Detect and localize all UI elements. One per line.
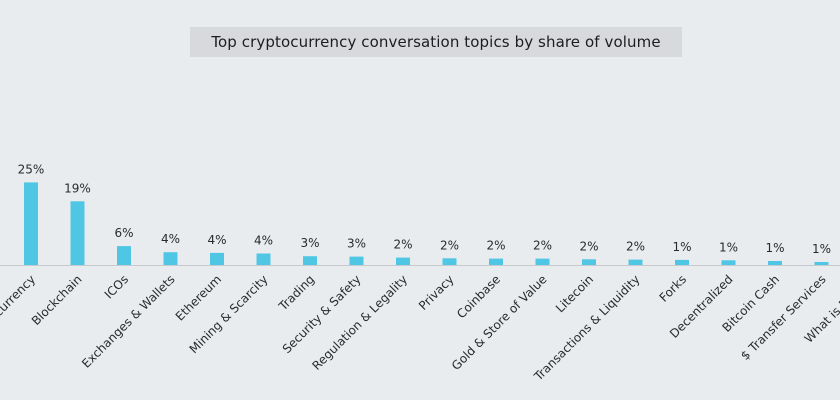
- value-label-10: 2%: [486, 239, 505, 253]
- value-labels-group: 25%19%6%4%4%4%3%3%2%2%2%2%2%2%1%1%1%1%1%: [18, 162, 831, 256]
- bar-14: [675, 259, 689, 265]
- category-label-0: Cryptocurrency: [0, 272, 38, 347]
- value-label-15: 1%: [719, 240, 738, 254]
- category-label-12: Litecoin: [553, 272, 596, 315]
- value-label-8: 2%: [393, 238, 412, 252]
- bar-2: [117, 246, 131, 265]
- category-label-7: Security & Safety: [280, 272, 364, 356]
- bar-13: [628, 259, 643, 265]
- value-label-9: 2%: [440, 238, 459, 252]
- category-label-1: Blockchain: [29, 272, 85, 328]
- bar-5: [256, 253, 271, 265]
- category-label-2: ICOs: [102, 272, 131, 301]
- value-label-11: 2%: [533, 239, 552, 253]
- category-label-6: Trading: [275, 272, 317, 314]
- value-label-4: 4%: [207, 233, 226, 247]
- category-label-9: Privacy: [416, 272, 457, 313]
- bar-0: [24, 182, 38, 265]
- value-label-13: 2%: [626, 240, 645, 254]
- value-label-5: 4%: [254, 234, 273, 248]
- value-label-14: 1%: [672, 240, 691, 254]
- category-label-11: Gold & Store of Value: [449, 272, 550, 373]
- category-label-5: Mining & Scarcity: [187, 272, 271, 356]
- value-label-16: 1%: [765, 241, 784, 255]
- value-label-17: 1%: [812, 242, 831, 256]
- bar-4: [210, 252, 224, 265]
- chart-title: Top cryptocurrency conversation topics b…: [211, 33, 661, 51]
- value-label-7: 3%: [347, 237, 366, 251]
- category-label-3: Exchanges & Wallets: [79, 272, 178, 371]
- bar-17: [814, 262, 829, 265]
- bar-3: [163, 252, 178, 265]
- value-label-3: 4%: [161, 232, 180, 246]
- value-label-1: 19%: [64, 181, 91, 195]
- value-label-12: 2%: [579, 239, 598, 253]
- category-label-10: Coinbase: [454, 272, 503, 321]
- category-label-14: Forks: [657, 272, 689, 304]
- bar-15: [721, 260, 736, 265]
- bar-9: [442, 258, 457, 265]
- bar-12: [582, 259, 596, 265]
- bar-6: [303, 256, 317, 265]
- category-label-17: $ Transfer Services: [738, 272, 829, 363]
- bar-11: [535, 258, 550, 265]
- bar-7: [349, 256, 364, 265]
- bars-group: [24, 182, 829, 265]
- category-label-8: Regulation & Legality: [309, 272, 410, 373]
- chart-title-box: Top cryptocurrency conversation topics b…: [190, 27, 682, 57]
- bar-1: [70, 201, 85, 265]
- value-label-6: 3%: [300, 236, 319, 250]
- bar-16: [768, 261, 782, 265]
- value-label-0: 25%: [18, 162, 45, 176]
- bar-8: [396, 257, 410, 265]
- bar-10: [489, 258, 503, 265]
- value-label-2: 6%: [114, 226, 133, 240]
